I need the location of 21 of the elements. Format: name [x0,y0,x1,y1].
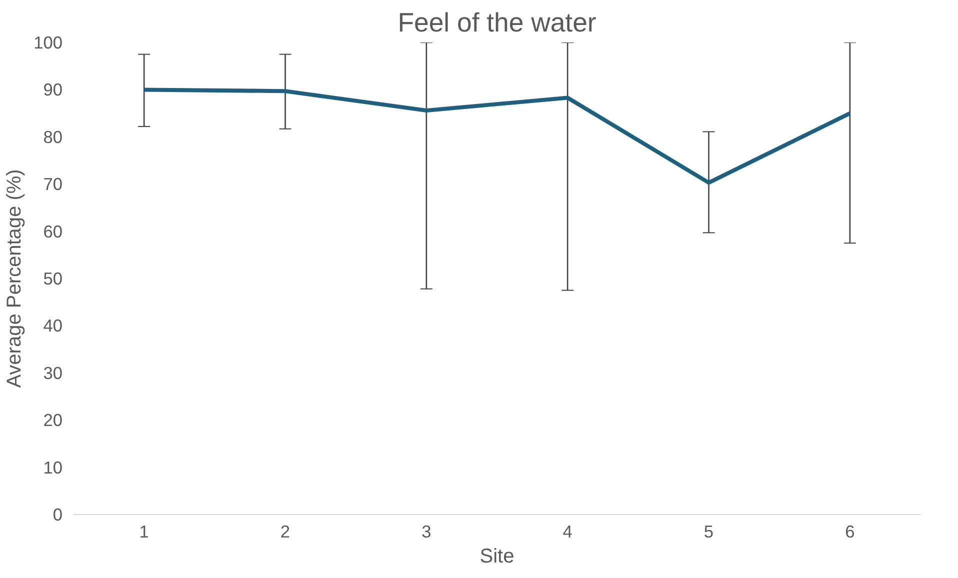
line-series [142,88,852,185]
y-tick-label: 20 [43,410,63,430]
y-tick-label: 90 [43,80,63,100]
y-tick-label: 10 [43,457,63,478]
x-tick-label: 5 [704,522,714,542]
y-tick-label: 80 [43,126,63,147]
y-tick-label: 0 [52,504,63,524]
y-axis-title: Average Percentage (%) [4,169,26,388]
y-tick-label: 70 [43,174,63,194]
x-tick-label: 3 [422,522,432,542]
chart-title: Feel of the water [398,8,596,38]
x-tick-label: 2 [280,522,290,542]
x-tick-label: 4 [562,522,573,542]
y-tick-label: 100 [34,32,63,52]
y-tick-label: 30 [43,362,63,383]
y-tick-label: 40 [43,316,63,336]
x-tick-label: 6 [845,522,855,542]
y-tick-label: 50 [43,268,63,288]
x-axis-title: Site [480,546,514,568]
x-tick-label: 1 [139,522,149,542]
y-tick-label: 60 [43,221,63,242]
